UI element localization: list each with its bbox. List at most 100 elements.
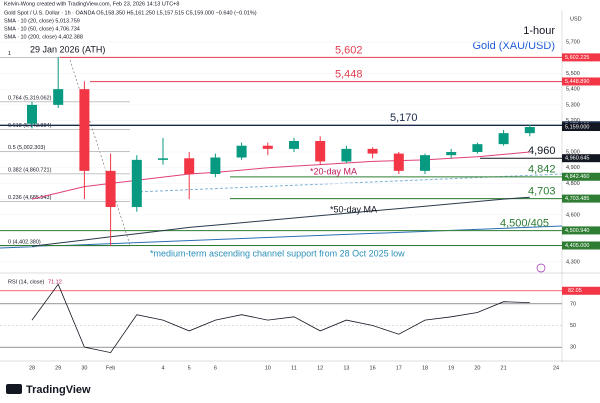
price-tag [562,53,600,62]
price-tag-label: 4,500.940 [565,228,589,234]
price-tag [562,77,600,86]
legend-line: SMA · 10 (50, close) 4,706.734 [4,26,80,32]
y-tick-label: 4,800 [566,181,580,187]
fib-label: 0.5 (5,002.303) [8,145,45,151]
ma-label: *50-day MA [330,204,377,214]
level-label: 5,602 [335,44,363,56]
brand: TradingView [26,384,91,396]
candle-body [341,148,352,162]
x-tick-label: 5 [188,365,191,371]
y-tick-label: 5,400 [566,87,580,93]
level-label: 5,448 [335,69,363,81]
x-tick-label: 4 [161,365,164,371]
title: Gold (XAU/USD) [472,40,555,52]
y-tick-label: 70 [570,301,576,307]
x-tick-label: 21 [501,365,507,371]
x-tick-label: 30 [81,365,87,371]
y-tick-label: 30 [570,345,576,351]
candle-body [524,127,535,134]
candle-body [27,104,37,124]
y-tick-label: 4,600 [566,212,580,218]
rsi-tag-label: 82.05 [568,288,582,294]
axis-unit: USD [570,16,582,22]
fib-label: 1 [8,51,11,57]
ma-line [31,196,530,247]
candle-body [53,89,64,105]
channel-label: *medium-term ascending channel support f… [150,248,405,258]
x-tick-label: 28 [29,365,35,371]
candle-body [131,159,142,207]
price-tag [562,226,600,235]
subtitle: 1-hour [523,25,555,37]
price-tag [562,194,600,203]
y-tick-label: 5,200 [566,118,580,124]
level-label: 4,842 [528,164,556,176]
y-tick-label: 5,500 [566,71,580,77]
legend-line: SMA · 10 (20, close) 5,013.759 [4,18,80,24]
candle-body [315,141,326,162]
x-tick-label: 10 [265,365,271,371]
level-label: 4,500/405 [500,217,549,229]
candle-body [393,153,404,171]
candle-body [184,158,195,175]
brand-logo [6,384,22,394]
y-tick-label: 50 [570,323,576,329]
ath-label: 29 Jan 2026 (ATH) [30,44,105,54]
channel-line [0,225,563,249]
price-tag-label: 5,602.225 [565,55,589,61]
info-icon[interactable] [536,263,546,273]
price-tag-label: 4,960.645 [565,156,589,162]
candle-body [446,152,457,156]
ma-label: *20-day MA [310,166,357,176]
x-tick-label: 12 [317,365,323,371]
candle-body [79,89,90,171]
legend-line: Gold Spot / U.S. Dollar · 1h · OANDA O5,… [4,10,257,16]
candle-body [105,170,116,207]
level-label: 5,170 [390,112,418,124]
x-tick-label: 18 [422,365,428,371]
candle-body [262,145,273,149]
x-tick-label: 24 [553,365,559,371]
candle-body [472,144,483,153]
x-tick-label: Feb [106,365,115,371]
rsi-line [31,283,530,354]
x-tick-label: 13 [343,365,349,371]
candle-body [420,155,430,171]
fib-label: 0.236 (4,685.543) [8,195,52,201]
x-tick-label: 16 [370,365,376,371]
candle-body [210,157,221,175]
fib-label: 0 (4,402.380) [8,239,41,245]
price-tag-label: 4,703.485 [565,196,589,202]
candle-body [236,145,247,158]
x-tick-label: 20 [474,365,480,371]
x-tick-label: 6 [214,365,217,371]
candle-body [498,133,509,145]
rsi-title: RSI (14, close) [8,279,45,285]
price-tag-label: 4,405.000 [565,243,589,249]
rsi-tag [562,286,600,295]
x-tick-label: 19 [448,365,454,371]
candle-body [158,158,168,160]
x-tick-label: 29 [55,365,61,371]
y-tick-label: 4,900 [566,165,580,171]
y-tick-label: 5,700 [566,39,580,45]
y-tick-label: 4,300 [566,259,580,265]
fib-label: 0.764 (5,319.062) [8,95,52,101]
price-tag-label: 4,842.460 [565,174,589,180]
y-tick-label: 5,300 [566,102,580,108]
candle-body [367,148,378,154]
price-tag [562,154,600,163]
price-tag [562,123,600,132]
price-tag [562,172,600,181]
credit: Kelvin-Wong created with TradingView.com… [4,1,179,7]
y-tick-label: 5,000 [566,149,580,155]
x-tick-label: 17 [396,365,402,371]
legend-line: SMA · 10 (200, close) 4,402.388 [4,34,83,40]
fib-label: 0.382 (4,860.721) [8,167,52,173]
level-label: 4,703 [528,186,556,198]
candle-body [289,141,299,149]
x-tick-label: 11 [291,365,297,371]
price-tag [562,241,600,250]
rsi-value: 71.12 [48,279,62,285]
